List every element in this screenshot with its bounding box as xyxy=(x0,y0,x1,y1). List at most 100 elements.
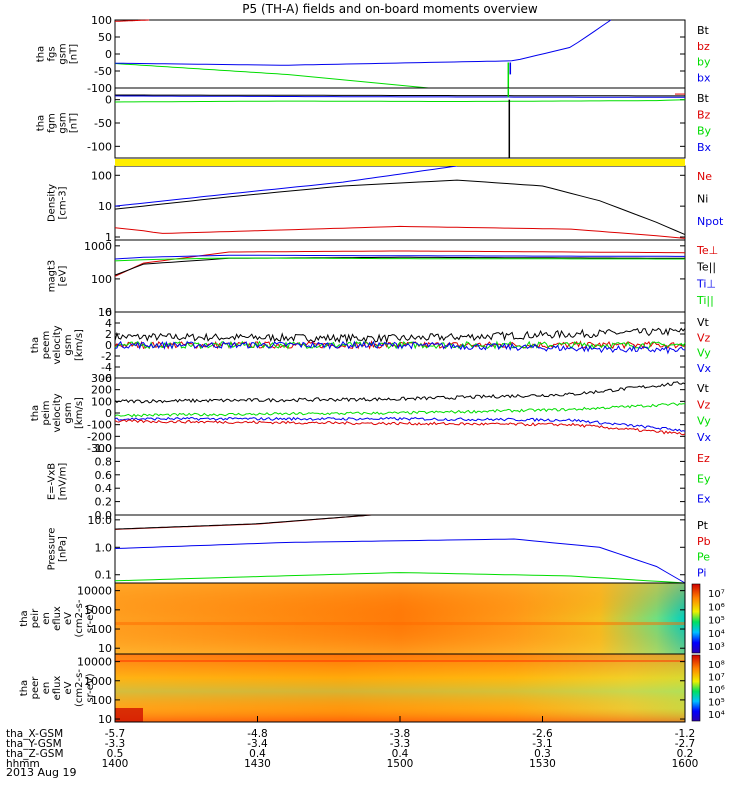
panel-efield: 1.00.80.60.40.20.0 E=-VxB [mV/m] Ez Ey Ex xyxy=(47,442,711,522)
ephemeris-value: 0.2 xyxy=(677,748,694,760)
ephemeris-row-label: hhmm xyxy=(6,758,40,770)
y-tick-label: -100 xyxy=(87,419,112,432)
y-axis-label-line: fgs xyxy=(47,46,58,61)
ephemeris-value: -1.2 xyxy=(675,728,696,740)
panel-density: 100 10 1 Density [cm-3] Ne Ni Npot xyxy=(47,165,724,244)
y-axis-label-line: eflux xyxy=(52,676,63,701)
ephemeris-value: -2.7 xyxy=(675,738,696,750)
series-fgs-bx xyxy=(114,19,612,66)
series-fgm-By xyxy=(114,99,686,103)
y-tick-label: -300 xyxy=(87,442,112,455)
spectrogram-band xyxy=(115,622,685,626)
series-temp-Te|| xyxy=(114,256,685,276)
colorbar-tick-label: 10⁵ xyxy=(708,698,725,709)
y-axis-label-line: E=-VxB xyxy=(47,463,58,500)
y-tick-label: 10 xyxy=(98,306,112,319)
legend-entry: Bt xyxy=(697,24,710,37)
legend-entry: bx xyxy=(697,71,711,84)
y-axis-label-line: peim xyxy=(41,400,52,425)
y-tick-label: 0.6 xyxy=(95,469,113,482)
panel-peir: 10⁷ 10⁶ 10⁵ 10⁴ 10³ 10000 1000 100 10 tha peir en ef… xyxy=(19,582,725,655)
y-tick-label: 10000 xyxy=(77,656,112,669)
legend-entry: Vt xyxy=(697,382,710,395)
legend-entry: Ni xyxy=(697,192,708,205)
legend-entry: Vy xyxy=(697,347,711,360)
y-axis-label-line: tha xyxy=(19,610,30,626)
y-axis-label-line: [mV/m] xyxy=(58,463,69,501)
ephemeris-value: 0.3 xyxy=(534,748,551,760)
y-tick-label: 100 xyxy=(91,14,112,27)
y-tick-label: 10 xyxy=(98,713,112,726)
legend-entry: Vt xyxy=(697,316,710,329)
panel-frame xyxy=(114,165,686,241)
ephemeris-value: 1500 xyxy=(387,758,414,770)
panel-frame xyxy=(114,19,686,89)
y-axis-label-line: fgm xyxy=(47,113,58,133)
series-pressure-Pt xyxy=(114,514,372,530)
y-tick-label: -100 xyxy=(87,140,112,153)
y-axis-label-line: tha xyxy=(30,405,41,421)
panel-fgs: 100 50 0 -50 -100 tha fgs gsm [nT] Bt bz by bx xyxy=(36,14,711,95)
legend-entry: Bx xyxy=(697,141,712,154)
y-tick-label: -50 xyxy=(94,65,112,78)
y-axis-label-line: (cm2-s- xyxy=(74,599,85,637)
colorbar-tick-label: 10⁷ xyxy=(708,673,725,684)
colorbar-peer xyxy=(691,654,701,722)
ephemeris-value: 0.4 xyxy=(249,748,266,760)
y-tick-label: 10 xyxy=(98,642,112,655)
legend-entry: Pi xyxy=(697,566,706,579)
date-label: 2013 Aug 19 xyxy=(6,766,76,779)
y-axis-label-line: [eV] xyxy=(58,266,69,287)
y-axis-label-line: magt3 xyxy=(47,260,58,293)
ephemeris-value: -3.3 xyxy=(105,738,126,750)
y-axis-label-line: eV xyxy=(63,612,74,625)
y-axis-label-line: sr-eV) xyxy=(85,604,96,633)
colorbar-tick-label: 10⁸ xyxy=(708,660,725,671)
panel-temp: 1000 100 10 magt3 [eV] Te⊥ Te|| Ti⊥ Ti|| xyxy=(47,239,718,319)
colorbar-tick-label: 10⁵ xyxy=(708,616,725,627)
series-density-Npot xyxy=(114,165,458,207)
series-temp-Ti⊥ xyxy=(114,254,685,260)
y-tick-label: 10.0 xyxy=(88,514,113,527)
ephemeris-value: -3.8 xyxy=(390,728,411,740)
legend-entry: Ne xyxy=(697,170,712,183)
ephemeris-value: 0.4 xyxy=(392,748,409,760)
y-tick-label: 10 xyxy=(98,200,112,213)
series-peim-Vy xyxy=(114,402,686,418)
legend-entry: by xyxy=(697,56,711,69)
ephemeris-value: 1600 xyxy=(672,758,699,770)
legend-entry: Npot xyxy=(697,215,724,228)
ephemeris-value: -4.8 xyxy=(247,728,268,740)
legend-entry: Pe xyxy=(697,551,710,564)
series-temp-Ti|| xyxy=(114,257,685,262)
y-tick-label: 1000 xyxy=(84,675,112,688)
colorbar-tick-label: 10³ xyxy=(708,642,725,653)
y-tick-label: 0 xyxy=(105,94,112,107)
status-bar xyxy=(115,159,685,166)
y-tick-label: 1.0 xyxy=(95,442,113,455)
y-axis-label-line: sr-eV) xyxy=(85,673,96,702)
y-axis-label-line: en xyxy=(41,612,52,625)
ephemeris-value: -3.3 xyxy=(390,738,411,750)
series-peem-Vt xyxy=(114,327,686,344)
ephemeris-value: 1430 xyxy=(244,758,271,770)
ephemeris-value: 0.5 xyxy=(107,748,124,760)
series-density-Ne xyxy=(114,225,686,239)
legend-entry: Ez xyxy=(697,452,710,465)
y-axis-label-line: tha xyxy=(30,337,41,353)
y-tick-label: 10000 xyxy=(77,585,112,598)
y-tick-label: 100 xyxy=(91,395,112,408)
colorbar-peir xyxy=(691,583,701,654)
y-axis-label-line: velocity xyxy=(52,325,63,364)
legend-entry: Te|| xyxy=(696,261,716,274)
y-axis-label-line: Density xyxy=(47,184,58,222)
panel-frame xyxy=(114,447,686,516)
y-tick-label: 0 xyxy=(105,407,112,420)
y-axis-label-line: [nT] xyxy=(69,44,80,64)
y-axis-label-line: peer xyxy=(30,676,41,700)
y-tick-label: -4 xyxy=(101,361,112,374)
